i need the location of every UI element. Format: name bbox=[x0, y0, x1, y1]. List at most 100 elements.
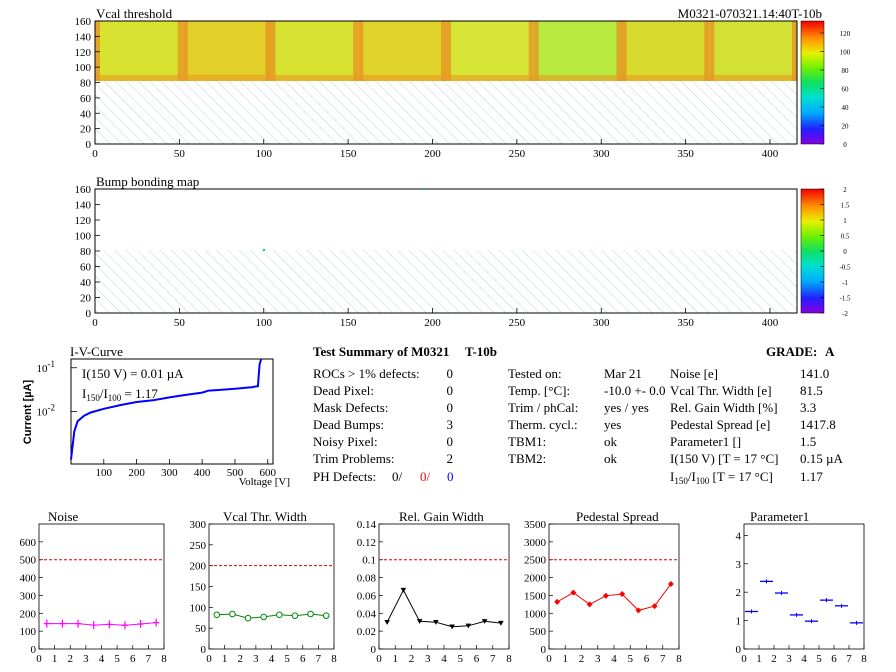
iv-x-tick-label: 100 bbox=[96, 467, 113, 479]
bump-x-axis: 0 50 100 150 200 250 300 350 400 bbox=[92, 308, 779, 329]
x-tick-label: 350 bbox=[677, 148, 694, 160]
condition-value: -10.0 +- 0.0 bbox=[604, 383, 666, 398]
x-tick-label: 200 bbox=[424, 317, 441, 329]
y-tick-label: 60 bbox=[80, 93, 92, 105]
roc-block bbox=[95, 21, 183, 81]
test-summary: Test Summary of M0321 T-10b GRADE: A ROC… bbox=[313, 344, 843, 486]
roc-edge bbox=[270, 75, 359, 81]
y-tick-label: 160 bbox=[75, 16, 92, 28]
condition-value: yes / yes bbox=[604, 400, 649, 415]
x-tick-label: 100 bbox=[256, 148, 273, 160]
condition-label: Temp. [°C]: bbox=[508, 383, 570, 398]
x-tick-label: 6 bbox=[130, 653, 136, 665]
data-point bbox=[260, 613, 267, 621]
x-tick-label: 4 bbox=[441, 653, 447, 665]
data-point bbox=[276, 611, 283, 619]
ph-defects-value: 0/ bbox=[420, 469, 431, 484]
parameter-value: 81.5 bbox=[800, 383, 823, 398]
parameter-label: Noise [e] bbox=[670, 366, 718, 381]
roc-edge bbox=[709, 75, 797, 81]
x-tick-label: 0 bbox=[92, 148, 98, 160]
y-tick-label: 100 bbox=[20, 626, 37, 638]
x-tick-label: 5 bbox=[114, 653, 120, 665]
parameter-value: 1417.8 bbox=[800, 417, 836, 432]
roc-block bbox=[270, 21, 359, 81]
y-tick-label: 100 bbox=[190, 602, 207, 614]
colorbar-tick-label: 1 bbox=[843, 217, 847, 225]
x-tick-label: 3 bbox=[425, 653, 431, 665]
data-point bbox=[619, 591, 626, 597]
y-tick-label: 2000 bbox=[524, 573, 547, 585]
roc-edge bbox=[353, 21, 359, 81]
colorbar-tick-label: 40 bbox=[842, 104, 850, 112]
defect-label: Mask Defects: bbox=[313, 400, 388, 415]
y-tick-label: 140 bbox=[75, 31, 92, 43]
roc-edge bbox=[704, 21, 710, 81]
condition-value: ok bbox=[604, 434, 618, 449]
colorbar-tick-label: 60 bbox=[842, 86, 850, 94]
colorbar-tick-label: -2 bbox=[842, 310, 848, 318]
x-tick-label: 8 bbox=[161, 653, 167, 665]
x-tick-label: 8 bbox=[506, 653, 512, 665]
x-tick-label: 2 bbox=[771, 653, 777, 665]
data-point bbox=[322, 612, 330, 619]
y-tick-label: 2500 bbox=[524, 555, 547, 567]
roc-edge bbox=[792, 21, 797, 81]
x-tick-label: 6 bbox=[644, 653, 650, 665]
x-tick-label: 4 bbox=[99, 653, 105, 665]
data-point bbox=[651, 603, 658, 610]
x-tick-label: 4 bbox=[611, 653, 617, 665]
y-tick-label: 0 bbox=[541, 644, 547, 656]
x-tick-label: 2 bbox=[409, 653, 415, 665]
roc-edge bbox=[533, 75, 622, 81]
y-tick-label: 0 bbox=[86, 139, 92, 151]
y-tick-label: 200 bbox=[190, 561, 207, 573]
parameter-label: I(150 V) [T = 17 °C] bbox=[670, 451, 778, 466]
roc-block bbox=[358, 21, 446, 81]
data-point bbox=[244, 614, 252, 622]
plot-frame bbox=[548, 523, 680, 650]
data-point bbox=[449, 624, 455, 630]
x-tick-label: 8 bbox=[861, 653, 867, 665]
parameter-value: 0.15 µA bbox=[800, 451, 843, 466]
condition-label: TBM1: bbox=[508, 434, 546, 449]
roc-edge bbox=[358, 75, 446, 81]
y-tick-label: 150 bbox=[190, 582, 207, 594]
x-tick-label: 6 bbox=[300, 653, 306, 665]
bump-colorbar-ticks: 2 1.5 1 0.5 0 -0.5 -1 -1.5 -2 bbox=[820, 186, 851, 318]
summary-tag: T-10b bbox=[465, 344, 497, 359]
x-tick-label: 50 bbox=[174, 317, 186, 329]
y-tick-label: 20 bbox=[80, 293, 92, 305]
x-tick-label: 50 bbox=[174, 148, 186, 160]
data-point bbox=[667, 581, 674, 587]
condition-label: Trim / phCal: bbox=[508, 400, 578, 415]
vcal-x-axis: 0 50 100 150 200 250 300 350 400 bbox=[92, 139, 779, 160]
x-tick-label: 1 bbox=[393, 653, 399, 665]
x-tick-label: 250 bbox=[509, 317, 526, 329]
roc-edge bbox=[358, 21, 364, 81]
y-tick-label: 120 bbox=[75, 215, 92, 227]
data-point bbox=[153, 618, 160, 627]
x-tick-label: 1 bbox=[222, 653, 228, 665]
x-tick-label: 5 bbox=[284, 653, 290, 665]
colorbar-tick-label: 0.5 bbox=[841, 233, 850, 241]
y-tick-label: 100 bbox=[75, 62, 92, 74]
plot-title: Parameter1 bbox=[750, 509, 809, 524]
data-point bbox=[400, 587, 407, 593]
y-tick-label: 2 bbox=[736, 587, 742, 599]
y-tick-label: 3500 bbox=[524, 519, 547, 531]
ratio-label: I150/I100 [T = 17 °C] bbox=[670, 469, 773, 486]
colorbar-tick-label: -1 bbox=[842, 279, 848, 287]
roc-edge bbox=[621, 75, 710, 81]
roc-edge bbox=[265, 21, 271, 81]
iv-current-annotation: I(150 V) = 0.01 µA bbox=[82, 366, 184, 381]
condition-value: yes bbox=[604, 417, 621, 432]
y-tick-label: 0.02 bbox=[357, 626, 376, 638]
plot-frame bbox=[378, 523, 510, 650]
y-tick-label: 50 bbox=[195, 623, 207, 635]
condition-label: Therm. cycl.: bbox=[508, 417, 578, 432]
data-point bbox=[90, 621, 97, 630]
summary-parameters-list: Noise [e] 141.0 Vcal Thr. Width [e] 81.5 Rel… bbox=[670, 366, 843, 466]
data-point bbox=[554, 598, 561, 605]
defect-label: Noisy Pixel: bbox=[313, 434, 378, 449]
